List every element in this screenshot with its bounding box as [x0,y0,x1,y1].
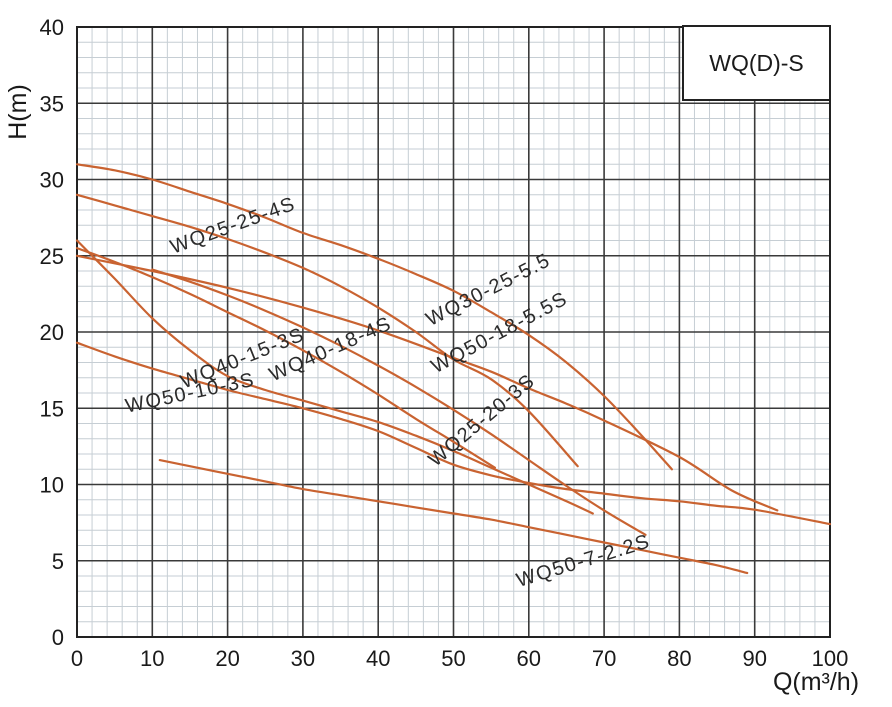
y-axis-title: H(m) [4,84,32,140]
y-tick-label: 15 [40,396,64,421]
y-tick-label: 35 [40,91,64,116]
y-tick-label: 40 [40,15,64,40]
curve-WQ50-18-5.5S [75,254,779,512]
legend-box [682,25,831,101]
curve-WQ50-10-3S [75,341,832,526]
y-tick-label: 10 [40,473,64,498]
curve-WQ25-25-4S [75,193,579,468]
x-tick-label: 90 [742,646,766,671]
curve-WQ25-20-3S [75,247,496,469]
x-tick-label: 80 [667,646,691,671]
legend-label: WQ(D)-S [709,50,804,76]
y-tick-label: 30 [40,168,64,193]
y-tick-label: 0 [52,625,64,650]
x-tick-labels: 0 10 20 30 40 50 60 70 80 90 100 [71,646,848,671]
x-tick-label: 30 [291,646,315,671]
curve-WQ30-25-5.5 [75,163,673,471]
curves [75,163,832,575]
y-tick-label: 20 [40,320,64,345]
plot-border [76,26,831,638]
y-tick-label: 25 [40,244,64,269]
y-tick-labels: 0 5 10 15 20 25 30 35 40 [40,15,64,650]
curve-WQ40-18-4S [151,268,647,536]
curve-WQ50-7-2.2S [158,459,749,575]
x-tick-label: 50 [441,646,465,671]
x-tick-label: 40 [366,646,390,671]
x-tick-label: 70 [592,646,616,671]
x-tick-label: 0 [71,646,83,671]
x-tick-label: 10 [140,646,164,671]
y-tick-label: 5 [52,549,64,574]
x-tick-label: 60 [517,646,541,671]
x-tick-label: 100 [812,646,849,671]
x-tick-label: 20 [215,646,239,671]
curve-WQ40-15-3S [75,239,594,515]
x-axis-title: Q(m³/h) [773,668,859,696]
